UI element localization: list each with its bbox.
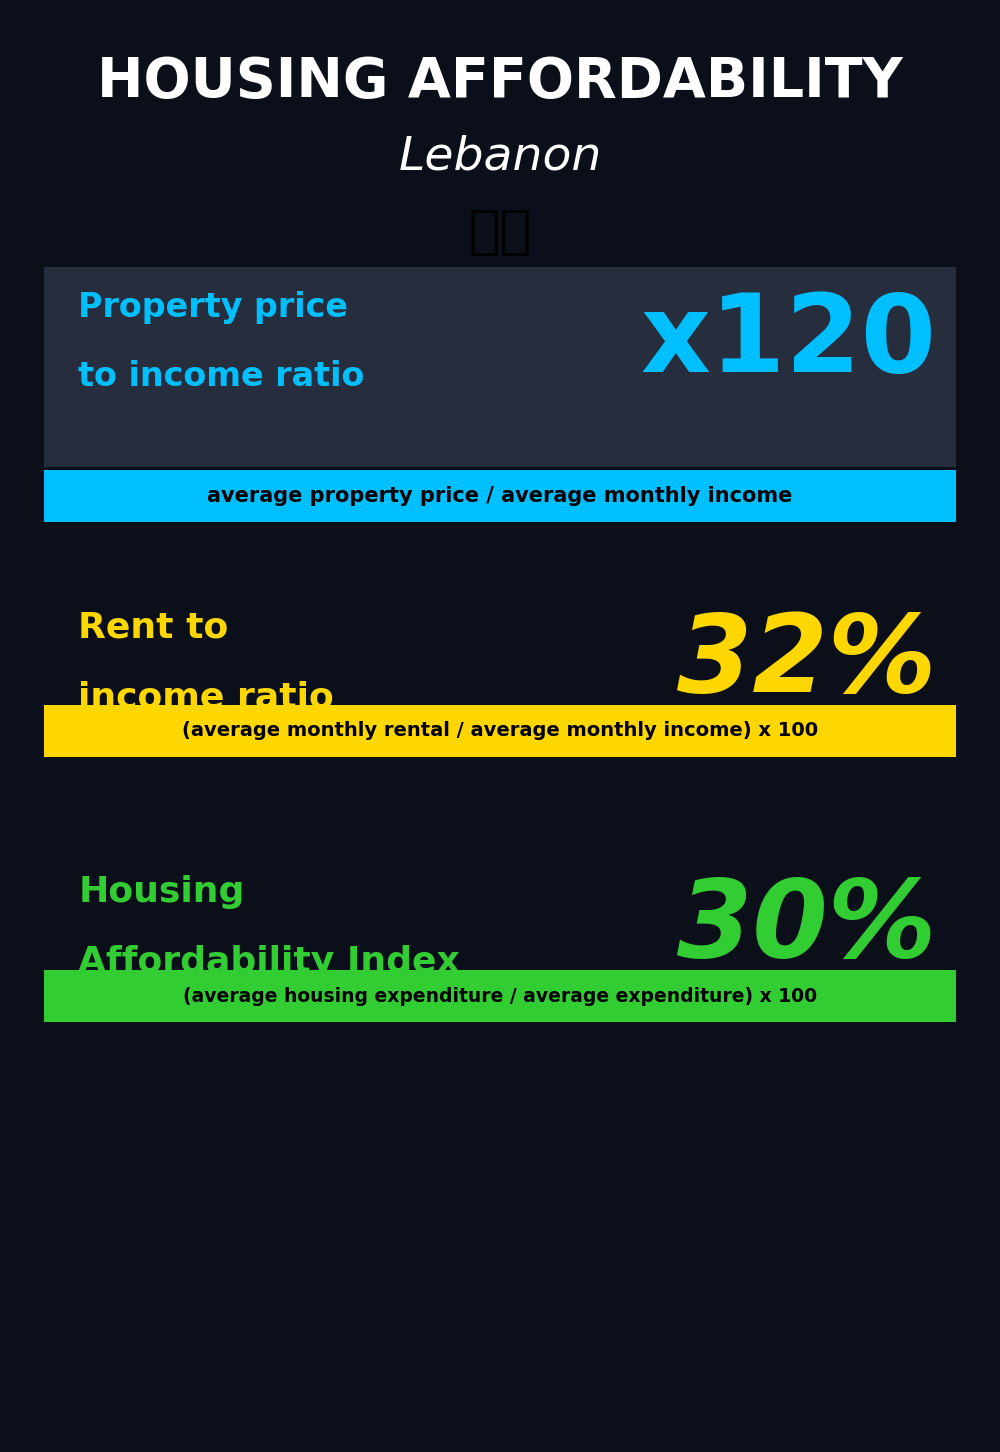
FancyBboxPatch shape [44,706,956,756]
Text: average property price / average monthly income: average property price / average monthly… [207,486,793,505]
Text: Housing: Housing [78,876,245,909]
Text: 32%: 32% [677,608,936,714]
Text: 🇱🇧: 🇱🇧 [468,206,532,258]
Text: (average monthly rental / average monthly income) x 100: (average monthly rental / average monthl… [182,722,818,741]
Text: Affordability Index: Affordability Index [78,945,460,979]
Text: income ratio: income ratio [78,680,334,714]
Text: Lebanon: Lebanon [398,135,602,180]
FancyBboxPatch shape [44,470,956,523]
Text: x120: x120 [640,289,936,395]
Text: (average housing expenditure / average expenditure) x 100: (average housing expenditure / average e… [183,986,817,1005]
Text: Rent to: Rent to [78,610,229,645]
Text: Property price: Property price [78,290,348,324]
Text: to income ratio: to income ratio [78,360,365,393]
Text: HOUSING AFFORDABILITY: HOUSING AFFORDABILITY [97,55,903,109]
FancyBboxPatch shape [44,970,956,1022]
Text: 30%: 30% [677,874,936,980]
FancyBboxPatch shape [44,267,956,468]
